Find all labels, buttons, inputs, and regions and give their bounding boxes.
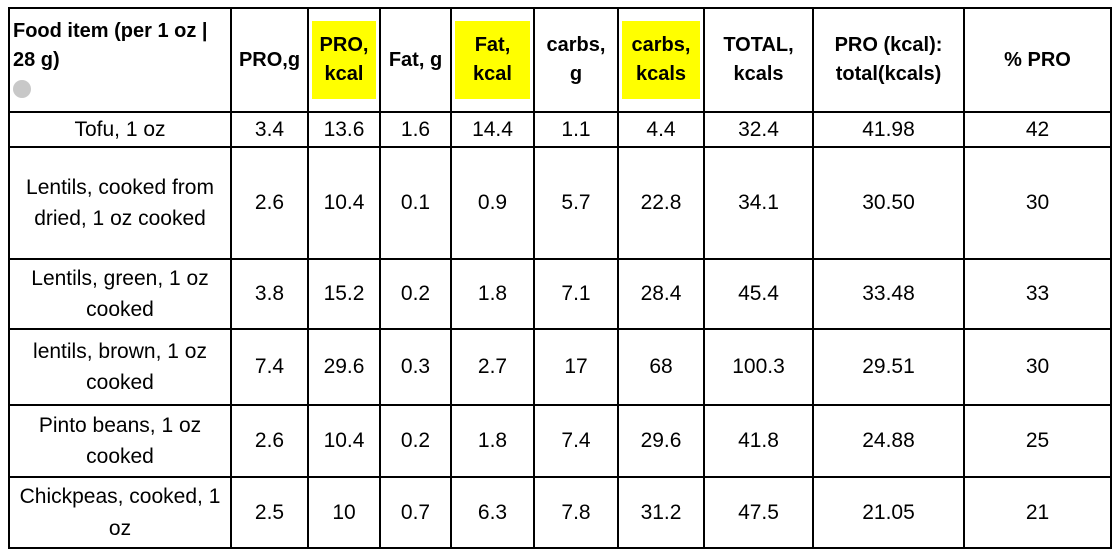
cell-value: 0.1 bbox=[379, 146, 452, 260]
column-header: PRO, kcal bbox=[307, 7, 381, 113]
table-row: Pinto beans, 1 oz cooked 2.6 10.4 0.2 1.8 7.4… bbox=[8, 404, 1112, 478]
column-header: PRO,g bbox=[230, 7, 309, 113]
cell-value: 2.5 bbox=[230, 476, 309, 549]
cell-value: 33.48 bbox=[812, 258, 965, 330]
cell-value: 0.2 bbox=[379, 404, 452, 478]
table-row: Lentils, cooked from dried, 1 oz cooked 2… bbox=[8, 146, 1112, 260]
cell-value: 22.8 bbox=[617, 146, 705, 260]
cell-value: 34.1 bbox=[703, 146, 814, 260]
cell-value: 1.6 bbox=[379, 111, 452, 148]
column-header: Food item (per 1 oz | 28 g) bbox=[8, 7, 232, 113]
table-row: Tofu, 1 oz 3.4 13.6 1.6 14.4 1.1 4.4 32.4 41.98 4… bbox=[8, 111, 1112, 148]
cell-value: 6.3 bbox=[450, 476, 535, 549]
cell-value: 7.1 bbox=[533, 258, 619, 330]
cell-value: 25 bbox=[963, 404, 1112, 478]
nutrition-table: Food item (per 1 oz | 28 g) PRO,g PRO, kca… bbox=[8, 7, 1112, 549]
table-row: lentils, brown, 1 oz cooked 7.4 29.6 0.3 2.7… bbox=[8, 328, 1112, 406]
cell-value: 47.5 bbox=[703, 476, 814, 549]
cell-value: 2.7 bbox=[450, 328, 535, 406]
cell-value: 21 bbox=[963, 476, 1112, 549]
header-row: Food item (per 1 oz | 28 g) PRO,g PRO, kca… bbox=[8, 7, 1112, 113]
column-header: Fat, g bbox=[379, 7, 452, 113]
cell-value: 30 bbox=[963, 328, 1112, 406]
table-row: Lentils, green, 1 oz cooked 3.8 15.2 0.2 1.8… bbox=[8, 258, 1112, 330]
cell-value: 31.2 bbox=[617, 476, 705, 549]
cell-value: 17 bbox=[533, 328, 619, 406]
cell-value: 2.6 bbox=[230, 404, 309, 478]
column-header: % PRO bbox=[963, 7, 1112, 113]
cell-value: 10 bbox=[307, 476, 381, 549]
cell-value: 4.4 bbox=[617, 111, 705, 148]
column-header: Fat, kcal bbox=[450, 7, 535, 113]
column-header: TOTAL, kcals bbox=[703, 7, 814, 113]
table-body: Tofu, 1 oz 3.4 13.6 1.6 14.4 1.1 4.4 32.4 41.98 4… bbox=[8, 111, 1112, 549]
cell-value: 33 bbox=[963, 258, 1112, 330]
food-name: Pinto beans, 1 oz cooked bbox=[8, 404, 232, 478]
cell-value: 10.4 bbox=[307, 146, 381, 260]
cell-value: 7.4 bbox=[230, 328, 309, 406]
cell-value: 100.3 bbox=[703, 328, 814, 406]
header-text: PRO (kcal): total(kcals) bbox=[834, 34, 943, 85]
icon bbox=[13, 79, 31, 98]
cell-value: 5.7 bbox=[533, 146, 619, 260]
table-row: Chickpeas, cooked, 1 oz 2.5 10 0.7 6.3 7.8 31.… bbox=[8, 476, 1112, 549]
header-text: carbs, g bbox=[546, 34, 606, 85]
cell-value: 0.2 bbox=[379, 258, 452, 330]
food-name: Tofu, 1 oz bbox=[8, 111, 232, 148]
cell-value: 29.6 bbox=[617, 404, 705, 478]
cell-value: 2.6 bbox=[230, 146, 309, 260]
cell-value: 41.8 bbox=[703, 404, 814, 478]
cell-value: 0.3 bbox=[379, 328, 452, 406]
header-text: % PRO bbox=[1004, 48, 1071, 71]
cell-value: 1.8 bbox=[450, 258, 535, 330]
column-header: PRO (kcal): total(kcals) bbox=[812, 7, 965, 113]
cell-value: 1.8 bbox=[450, 404, 535, 478]
cell-value: 30 bbox=[963, 146, 1112, 260]
cell-value: 45.4 bbox=[703, 258, 814, 330]
cell-value: 28.4 bbox=[617, 258, 705, 330]
header-text: Fat, g bbox=[388, 48, 443, 71]
cell-value: 7.4 bbox=[533, 404, 619, 478]
cell-value: 3.8 bbox=[230, 258, 309, 330]
cell-value: 29.51 bbox=[812, 328, 965, 406]
header-text: PRO,g bbox=[238, 48, 301, 71]
cell-value: 21.05 bbox=[812, 476, 965, 549]
cell-value: 14.4 bbox=[450, 111, 535, 148]
cell-value: 0.9 bbox=[450, 146, 535, 260]
cell-value: 13.6 bbox=[307, 111, 381, 148]
cell-value: 68 bbox=[617, 328, 705, 406]
food-name: Chickpeas, cooked, 1 oz bbox=[8, 476, 232, 549]
cell-value: 0.7 bbox=[379, 476, 452, 549]
cell-value: 7.8 bbox=[533, 476, 619, 549]
cell-value: 32.4 bbox=[703, 111, 814, 148]
header-text: Fat, kcal bbox=[455, 21, 530, 99]
cell-value: 24.88 bbox=[812, 404, 965, 478]
header-text: carbs, kcals bbox=[622, 21, 700, 99]
cell-value: 30.50 bbox=[812, 146, 965, 260]
header-text: PRO, kcal bbox=[312, 21, 376, 99]
cell-value: 41.98 bbox=[812, 111, 965, 148]
cell-value: 29.6 bbox=[307, 328, 381, 406]
column-header: carbs, g bbox=[533, 7, 619, 113]
cell-value: 1.1 bbox=[533, 111, 619, 148]
cell-value: 15.2 bbox=[307, 258, 381, 330]
header-text: TOTAL, kcals bbox=[723, 34, 794, 85]
food-name: Lentils, green, 1 oz cooked bbox=[8, 258, 232, 330]
cell-value: 3.4 bbox=[230, 111, 309, 148]
cell-value: 42 bbox=[963, 111, 1112, 148]
food-name: Lentils, cooked from dried, 1 oz cooked bbox=[8, 146, 232, 260]
header-text: Food item (per 1 oz | 28 g) bbox=[13, 19, 208, 71]
cell-value: 10.4 bbox=[307, 404, 381, 478]
column-header: carbs, kcals bbox=[617, 7, 705, 113]
food-name: lentils, brown, 1 oz cooked bbox=[8, 328, 232, 406]
